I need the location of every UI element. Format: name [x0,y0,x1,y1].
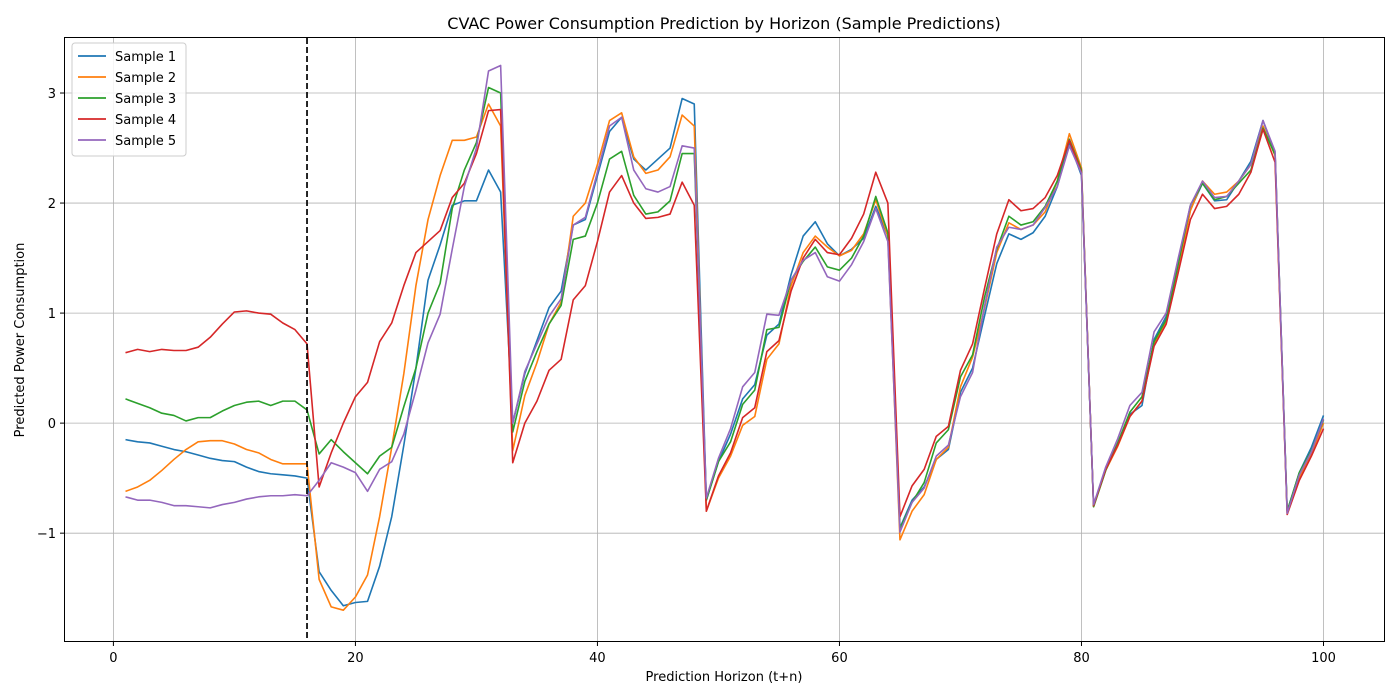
legend-box [71,42,187,157]
x-tick-label: 0 [109,651,117,666]
series-line-sample-5 [125,64,1325,533]
chart-title: CVAC Power Consumption Prediction by Hor… [447,14,1000,33]
legend-label: Sample 1 [115,50,176,65]
y-axis-ticks: −1 0 1 2 3 [37,87,65,542]
series-line-sample-4 [125,108,1325,518]
legend-label: Sample 5 [115,134,176,149]
x-tick-label: 80 [1073,651,1090,666]
legend-label: Sample 4 [115,113,176,128]
legend-label: Sample 3 [115,92,176,107]
y-tick-label: 1 [48,307,56,322]
x-axis-ticks: 0 20 40 60 80 100 [109,641,1336,666]
y-tick-label: −1 [37,527,56,542]
x-tick-label: 100 [1311,651,1336,666]
plot-frame [64,37,1385,642]
gridlines [65,38,1384,641]
y-tick-label: 3 [48,87,56,102]
x-axis-label: Prediction Horizon (t+n) [646,670,803,683]
x-tick-label: 40 [589,651,606,666]
y-tick-label: 0 [48,417,56,432]
legend-label: Sample 2 [115,71,176,86]
series-layer [125,64,1325,611]
y-axis-label: Predicted Power Consumption [13,243,28,438]
x-tick-label: 20 [347,651,364,666]
series-line-sample-3 [125,86,1325,530]
x-tick-label: 60 [831,651,848,666]
y-tick-label: 2 [48,197,56,212]
legend: Sample 1 Sample 2 Sample 3 Sample 4 Sample 5 [71,42,187,157]
